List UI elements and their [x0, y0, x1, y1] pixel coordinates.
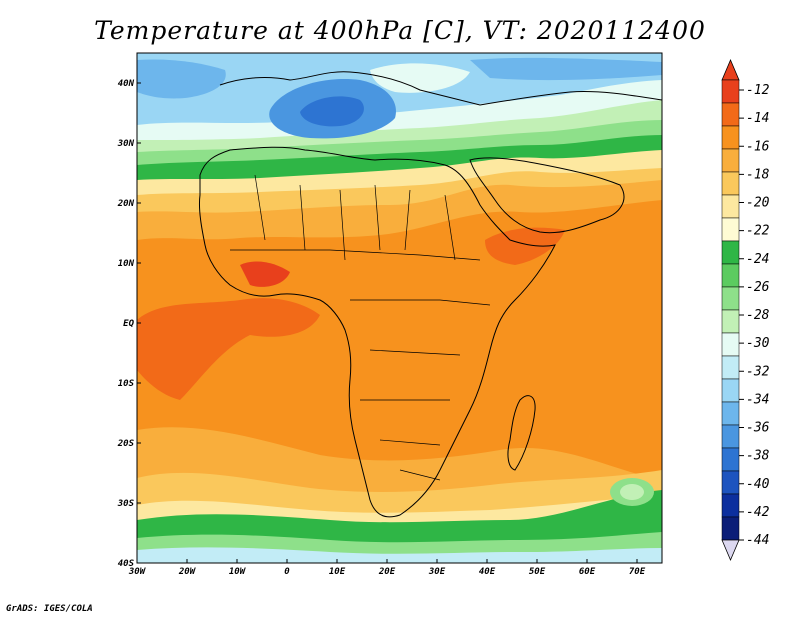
- warm-pocket-westafrica: [240, 261, 290, 287]
- colorbar-swatch: [721, 171, 740, 196]
- colorbar-swatch: [721, 493, 740, 518]
- lon-tick-label: 30E: [428, 567, 446, 577]
- colorbar-label: -26: [746, 280, 770, 295]
- lat-tick-label: 40S: [118, 559, 135, 569]
- colorbar-label: -12: [746, 83, 770, 98]
- lat-tick-label: 40N: [118, 79, 135, 89]
- colorbar-swatch: [721, 447, 740, 472]
- lat-tick-label: 10S: [118, 379, 135, 389]
- longitude-axis: 30W 20W 10W 0 10E 20E 30E 40E 50E 60E 70E: [128, 559, 646, 577]
- lon-tick-label: 10W: [229, 567, 247, 577]
- colorbar-swatch: [721, 263, 740, 288]
- lon-tick-label: 40E: [479, 567, 496, 577]
- colorbar-swatch: [721, 125, 740, 150]
- colorbar-label: -36: [746, 421, 770, 436]
- madagascar-outline: [507, 395, 536, 471]
- colorbar-label: -18: [746, 167, 770, 182]
- europe-outline: [219, 71, 662, 106]
- colorbar-swatch: [721, 217, 740, 242]
- lat-tick-label: 30N: [117, 139, 135, 149]
- grads-credit: GrADS: IGES/COLA: [6, 604, 93, 614]
- lat-tick-label: 20S: [117, 439, 135, 449]
- colorbar-swatch: [721, 401, 740, 426]
- colorbar-label: -22: [746, 224, 770, 239]
- colorbar-swatch: [721, 240, 740, 265]
- colorbar-swatch: [721, 79, 740, 104]
- colorbar-label: -42: [746, 505, 770, 520]
- cold-patch-northwest: [137, 59, 226, 99]
- africa-outline: [199, 146, 556, 518]
- colorbar-swatch: [721, 102, 740, 127]
- colorbar-label: -16: [746, 139, 770, 154]
- lon-tick-label: 50E: [529, 567, 546, 577]
- lon-tick-label: 30W: [128, 567, 147, 577]
- map-title: Temperature at 400hPa [C], VT: 202011240…: [94, 16, 706, 45]
- colorbar-label: -38: [746, 449, 770, 464]
- band-south-cyan: [137, 547, 662, 563]
- colorbar-swatch: [721, 470, 740, 495]
- lon-tick-label: 10E: [329, 567, 346, 577]
- colorbar-bottom-arrow: [721, 539, 740, 562]
- lon-tick-label: 0: [284, 567, 290, 577]
- warm-pocket-gulf-guinea: [137, 298, 320, 400]
- colorbar-swatch: [721, 309, 740, 334]
- lon-tick-label: 20W: [178, 567, 197, 577]
- lon-tick-label: 60E: [579, 567, 596, 577]
- colorbar-label: -44: [746, 533, 769, 548]
- warm-pocket-horn: [485, 227, 565, 265]
- colorbar-label: -20: [746, 196, 770, 211]
- colorbar-swatch: [721, 194, 740, 219]
- colorbar-swatch: [721, 286, 740, 311]
- colorbar-swatch: [721, 355, 740, 380]
- cold-patch-northeast: [470, 57, 662, 81]
- colorbar-label: -14: [746, 111, 769, 126]
- temperature-field: [137, 53, 662, 563]
- country-borders: [230, 174, 491, 481]
- latitude-axis: 40N 30N 20N 10N EQ 10S 20S 30S 40S: [117, 79, 141, 569]
- colorbar-swatch: [721, 148, 740, 173]
- colorbar-swatch: [721, 424, 740, 449]
- lat-tick-label: 20N: [117, 199, 135, 209]
- colorbar-swatch: [721, 332, 740, 357]
- colorbar-label: -30: [746, 336, 770, 351]
- arabia-outline: [469, 157, 625, 234]
- lat-tick-label: 10N: [118, 259, 135, 269]
- lat-tick-label: EQ: [123, 319, 134, 329]
- colorbar-swatch: [721, 516, 740, 541]
- colorbar-label: -40: [746, 477, 770, 492]
- lat-tick-label: 30S: [117, 499, 135, 509]
- map-frame: [136, 52, 663, 564]
- lon-tick-label: 20E: [378, 567, 396, 577]
- colorbar-top-arrow: [721, 58, 740, 81]
- colorbar-label: -24: [746, 252, 769, 267]
- colorbar-label: -34: [746, 392, 769, 407]
- colorbar: -12 -14 -16 -18 -20 -22 -24 -26 -28 -30 -32 -34 -36 -…: [721, 58, 770, 562]
- colorbar-swatch: [721, 378, 740, 403]
- colorbar-label: -32: [746, 364, 770, 379]
- colorbar-label: -28: [746, 308, 770, 323]
- lon-tick-label: 70E: [629, 567, 646, 577]
